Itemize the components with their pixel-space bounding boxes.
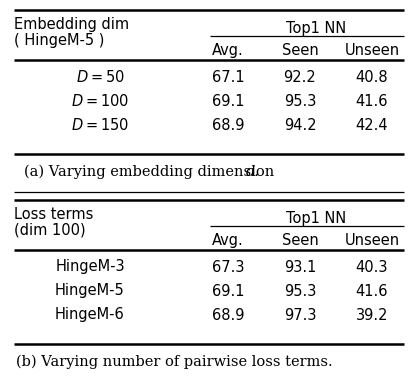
- Text: 92.2: 92.2: [284, 69, 316, 85]
- Text: 97.3: 97.3: [284, 307, 316, 323]
- Text: Loss terms: Loss terms: [14, 207, 93, 221]
- Text: Unseen: Unseen: [344, 42, 400, 58]
- Text: (b) Varying number of pairwise loss terms.: (b) Varying number of pairwise loss term…: [16, 355, 333, 369]
- Text: $D = 50$: $D = 50$: [76, 69, 125, 85]
- Text: 94.2: 94.2: [284, 118, 316, 132]
- Text: (a) Varying embedding dimension: (a) Varying embedding dimension: [24, 165, 279, 179]
- Text: Top1 NN: Top1 NN: [286, 211, 346, 225]
- Text: HingeM-3: HingeM-3: [55, 260, 125, 274]
- Text: Seen: Seen: [282, 232, 319, 247]
- Text: $D = 100$: $D = 100$: [71, 93, 129, 109]
- Text: 68.9: 68.9: [212, 118, 244, 132]
- Text: Avg.: Avg.: [212, 42, 244, 58]
- Text: 40.3: 40.3: [356, 260, 388, 274]
- Text: d.: d.: [246, 165, 260, 179]
- Text: Unseen: Unseen: [344, 232, 400, 247]
- Text: 95.3: 95.3: [284, 94, 316, 109]
- Text: Top1 NN: Top1 NN: [286, 20, 346, 36]
- Text: HingeM-5: HingeM-5: [55, 283, 125, 298]
- Text: 41.6: 41.6: [356, 94, 388, 109]
- Text: 69.1: 69.1: [212, 283, 244, 298]
- Text: 39.2: 39.2: [356, 307, 388, 323]
- Text: 41.6: 41.6: [356, 283, 388, 298]
- Text: Avg.: Avg.: [212, 232, 244, 247]
- Text: HingeM-6: HingeM-6: [55, 307, 125, 323]
- Text: Seen: Seen: [282, 42, 319, 58]
- Text: 67.1: 67.1: [212, 69, 244, 85]
- Text: 93.1: 93.1: [284, 260, 316, 274]
- Text: Embedding dim: Embedding dim: [14, 16, 129, 31]
- Text: 67.3: 67.3: [212, 260, 244, 274]
- Text: 68.9: 68.9: [212, 307, 244, 323]
- Text: 95.3: 95.3: [284, 283, 316, 298]
- Text: $D = 150$: $D = 150$: [71, 117, 129, 133]
- Text: ( HingeM-5 ): ( HingeM-5 ): [14, 33, 104, 47]
- Text: 40.8: 40.8: [356, 69, 388, 85]
- Text: (dim 100): (dim 100): [14, 223, 86, 238]
- Text: 69.1: 69.1: [212, 94, 244, 109]
- Text: 42.4: 42.4: [356, 118, 388, 132]
